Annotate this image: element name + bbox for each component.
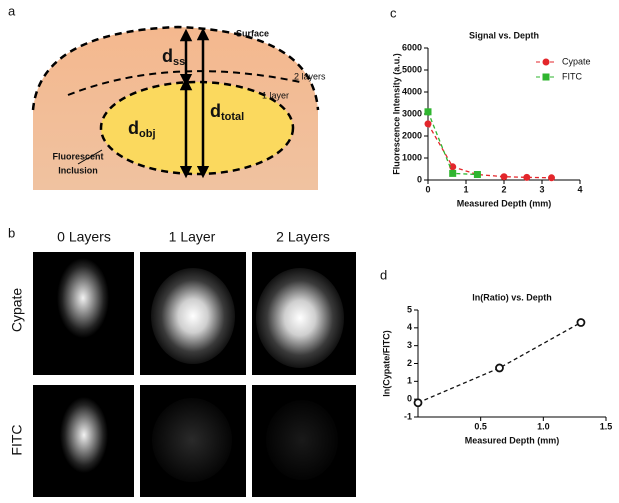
point: [424, 120, 432, 128]
x-tick-label: 3: [539, 184, 544, 194]
legend-label: FITC: [562, 71, 582, 81]
subscript: ss: [173, 56, 185, 68]
x-tick-label: 1.5: [600, 421, 613, 431]
layer-label: 2 layers: [294, 71, 326, 81]
y-tick-label: 2: [407, 358, 412, 368]
point: [424, 108, 432, 116]
column-label: 1 Layer: [169, 229, 216, 245]
signal: [57, 258, 109, 338]
d-total: dtotal: [210, 101, 244, 123]
signal: [60, 397, 108, 473]
subscript: obj: [139, 128, 156, 140]
legend-marker: [542, 73, 550, 81]
subscript: total: [221, 111, 244, 123]
y-tick-label: 0: [407, 394, 412, 404]
y-tick-label: 3000: [402, 108, 422, 118]
x-axis-label: Measured Depth (mm): [457, 198, 552, 208]
inclusion-label: Inclusion: [58, 165, 98, 175]
signal: [151, 268, 235, 364]
point: [495, 363, 504, 373]
point: [449, 163, 457, 171]
y-tick-label: 5000: [402, 64, 422, 74]
symbol: d: [162, 46, 173, 66]
image-grid: b 0 Layers 1 Layer 2 Layers Cypate FITC: [8, 225, 356, 497]
y-tick-label: 6000: [402, 42, 422, 52]
signal: [152, 398, 232, 482]
surface-line: [31, 25, 320, 111]
diagram: a Surface 2 layers 1 layer dss dtotal do…: [8, 3, 326, 190]
y-tick-label: 0: [417, 174, 422, 184]
row-label: FITC: [9, 424, 25, 455]
symbol: d: [210, 101, 221, 121]
d-obj: dobj: [128, 118, 156, 140]
y-tick-label: 5: [407, 304, 412, 314]
panel-label: c: [390, 5, 397, 20]
y-tick-label: 1: [407, 376, 412, 386]
x-tick-label: 0.5: [474, 421, 487, 431]
pointer: [77, 149, 103, 165]
y-axis-label: ln(Cypate/FITC): [381, 330, 391, 397]
y-tick-label: 4000: [402, 86, 422, 96]
point: [576, 318, 586, 327]
x-tick-label: 1: [463, 184, 468, 194]
point: [473, 171, 481, 178]
y-tick-label: 1000: [402, 152, 422, 162]
legend-marker: [542, 58, 550, 66]
layer-line: [67, 70, 301, 96]
y-tick-label: 4: [407, 322, 412, 332]
column-label: 0 Layers: [57, 229, 111, 245]
fit-line: [427, 123, 552, 179]
x-tick-label: 1.0: [537, 421, 550, 431]
point: [449, 169, 457, 177]
column-label: 2 Layers: [276, 229, 330, 245]
d-ss: dss: [162, 46, 185, 68]
point: [523, 173, 531, 181]
y-tick-label: 2000: [402, 130, 422, 140]
y-tick-label: -1: [404, 411, 412, 421]
y-axis-label: Fluorescence Intensity (a.u.): [391, 53, 401, 175]
chart-title: Signal vs. Depth: [469, 30, 539, 40]
panel-label: d: [380, 267, 387, 282]
signal: [256, 268, 344, 368]
legend-label: Cypate: [562, 56, 591, 66]
panel-label: b: [8, 225, 15, 240]
x-tick-label: 4: [577, 184, 582, 194]
point: [413, 398, 423, 408]
point: [548, 174, 555, 182]
x-tick-label: 2: [501, 184, 506, 194]
surface-label: Surface: [236, 28, 269, 38]
x-axis-label: Measured Depth (mm): [465, 435, 560, 445]
chart-title: ln(Ratio) vs. Depth: [472, 292, 552, 302]
panel-label: a: [8, 3, 16, 18]
point: [500, 173, 508, 181]
symbol: d: [128, 118, 139, 138]
signal: [266, 400, 338, 480]
inclusion-label: Fluorescent: [52, 151, 103, 161]
row-label: Cypate: [9, 288, 25, 333]
fit-line: [417, 321, 582, 404]
y-tick-label: 3: [407, 340, 412, 350]
layer-label: 1 layer: [262, 90, 289, 100]
x-tick-label: 0: [425, 184, 430, 194]
